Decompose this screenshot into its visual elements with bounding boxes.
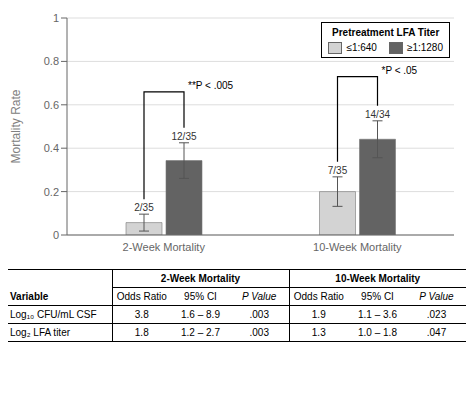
- html-text:.047: .047: [426, 327, 447, 338]
- svg-text:0.4: 0.4: [44, 142, 59, 154]
- html-text:1.0 – 1.8: 1.0 – 1.8: [358, 327, 397, 338]
- html-text:.003: .003: [249, 327, 269, 338]
- svg-text:2/35: 2/35: [134, 202, 154, 213]
- html-text:P Value: P Value: [242, 291, 277, 302]
- html-text:1.3: 1.3: [311, 327, 326, 338]
- html-text:Pretreatment LFA Titer: Pretreatment LFA Titer: [332, 27, 440, 38]
- svg-text:14/34: 14/34: [365, 109, 390, 120]
- svg-text:**P < .005: **P < .005: [188, 80, 234, 91]
- html-text:Odds Ratio: Odds Ratio: [116, 291, 167, 302]
- html-text:1.1 – 3.6: 1.1 – 3.6: [358, 309, 397, 320]
- svg-text:2-Week Mortality: 2-Week Mortality: [123, 241, 206, 253]
- html-text:Log₂ LFA titer: Log₂ LFA titer: [10, 327, 70, 338]
- svg-text:0.8: 0.8: [44, 55, 59, 67]
- html-text:Odds Ratio: Odds Ratio: [293, 291, 344, 302]
- svg-text:12/35: 12/35: [171, 131, 196, 142]
- html-text:P Value: P Value: [419, 291, 454, 302]
- svg-text:Mortality Rate: Mortality Rate: [9, 89, 23, 163]
- html-text:95% CI: 95% CI: [184, 291, 217, 302]
- html-text:Variable: Variable: [10, 290, 49, 302]
- html-text:≥1:1280: ≥1:1280: [406, 42, 443, 53]
- html-text:2-Week Mortality: 2-Week Mortality: [160, 273, 241, 284]
- html-text:≤1:640: ≤1:640: [346, 42, 377, 53]
- html-text:.003: .003: [249, 309, 269, 320]
- html-text:1.8: 1.8: [134, 327, 149, 338]
- html-text:3.8: 3.8: [134, 309, 149, 320]
- svg-text:10-Week Mortality: 10-Week Mortality: [313, 241, 402, 253]
- html-text:1.9: 1.9: [311, 309, 326, 320]
- html-text:10-Week Mortality: 10-Week Mortality: [335, 273, 421, 284]
- html-text:1.2 – 2.7: 1.2 – 2.7: [181, 327, 220, 338]
- svg-text:0: 0: [53, 229, 59, 241]
- html-text:.023: .023: [426, 309, 447, 320]
- svg-text:1: 1: [53, 12, 59, 24]
- html-text:Log₁₀ CFU/mL CSF: Log₁₀ CFU/mL CSF: [10, 309, 97, 320]
- html-text:1.6 – 8.9: 1.6 – 8.9: [181, 309, 220, 320]
- svg-text:0.2: 0.2: [44, 186, 59, 198]
- svg-text:*P < .05: *P < .05: [382, 65, 418, 76]
- html-text:95% CI: 95% CI: [361, 291, 394, 302]
- svg-text:0.6: 0.6: [44, 99, 59, 111]
- svg-text:7/35: 7/35: [328, 165, 348, 176]
